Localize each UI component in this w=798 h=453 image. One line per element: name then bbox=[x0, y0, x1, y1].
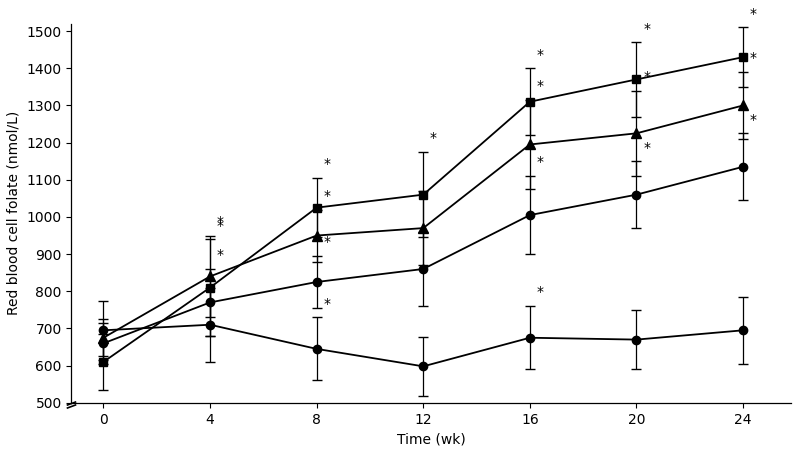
Text: *: * bbox=[323, 235, 330, 249]
Text: *: * bbox=[750, 113, 757, 127]
Y-axis label: Red blood cell folate (nmol/L): Red blood cell folate (nmol/L) bbox=[7, 111, 21, 315]
Text: *: * bbox=[217, 218, 223, 232]
Text: *: * bbox=[217, 248, 223, 262]
Text: *: * bbox=[643, 140, 650, 154]
Text: *: * bbox=[323, 297, 330, 311]
Text: *: * bbox=[750, 7, 757, 21]
Text: *: * bbox=[323, 157, 330, 171]
Text: *: * bbox=[750, 51, 757, 65]
Text: *: * bbox=[536, 48, 543, 62]
Text: *: * bbox=[536, 79, 543, 93]
Text: *: * bbox=[643, 70, 650, 84]
X-axis label: Time (wk): Time (wk) bbox=[397, 432, 466, 446]
Text: *: * bbox=[643, 22, 650, 36]
Text: *: * bbox=[430, 131, 437, 145]
Text: *: * bbox=[536, 155, 543, 169]
Text: *: * bbox=[536, 285, 543, 299]
Text: *: * bbox=[217, 215, 223, 229]
Text: *: * bbox=[323, 189, 330, 203]
